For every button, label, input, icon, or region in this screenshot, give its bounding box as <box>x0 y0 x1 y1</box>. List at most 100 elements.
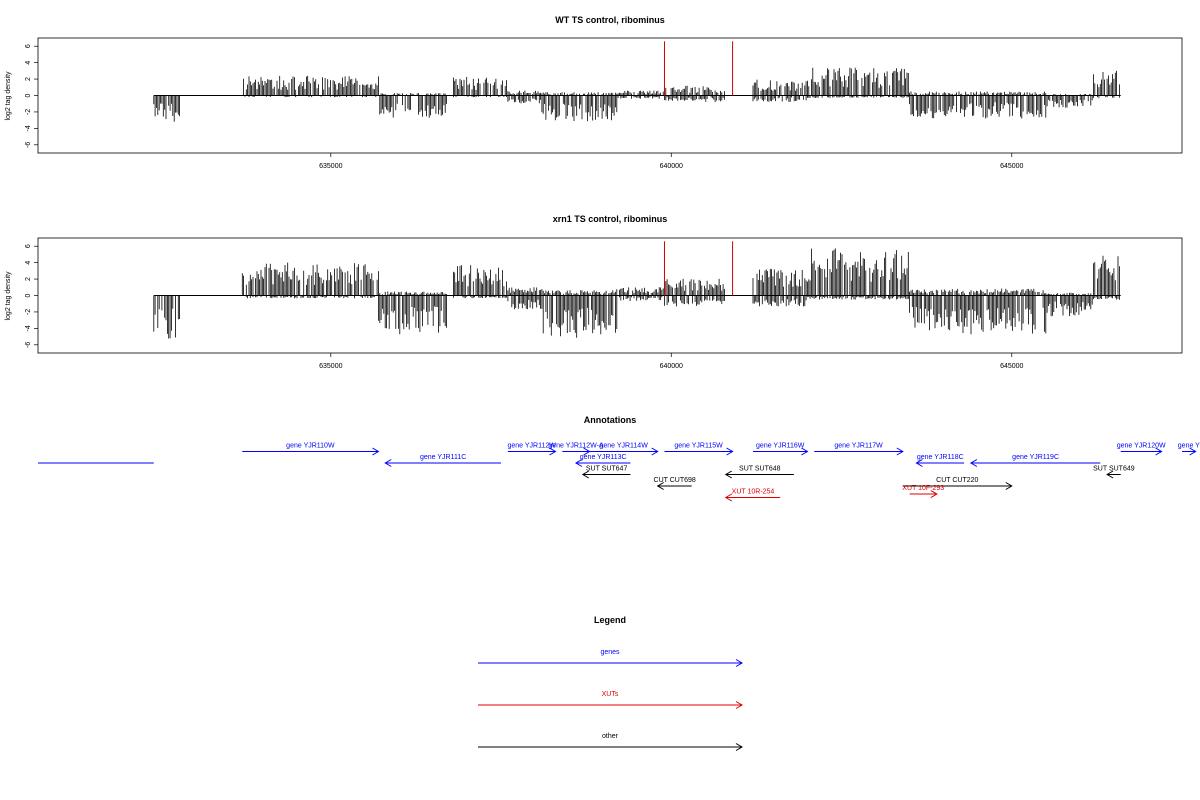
feature-label: SUT SUT648 <box>739 466 781 473</box>
legend-label: XUTs <box>602 691 619 698</box>
feature-label: gene YJR112W-A <box>548 443 604 450</box>
y-tick-label: 6 <box>25 44 32 48</box>
feature-gene-yjr120w: gene YJR120W <box>1117 443 1166 456</box>
panel-title: xrn1 TS control, ribominus <box>553 214 668 224</box>
arrow-head <box>915 459 923 467</box>
arrow-head <box>656 482 664 490</box>
y-tick-label: -2 <box>25 309 32 315</box>
feature-label: gene YJR120W <box>1117 443 1166 450</box>
arrow-head <box>1005 482 1013 490</box>
y-tick-label: -4 <box>25 325 32 331</box>
feature-gene-yjr117w: gene YJR117W <box>814 443 904 456</box>
y-tick-label: -6 <box>25 342 32 348</box>
feature-sut-sut647: SUT SUT647 <box>581 466 631 479</box>
positive-strand-bars <box>241 248 1120 296</box>
feature-xut-10f-293: XUT 10F-293 <box>902 485 944 498</box>
legend-item-xut: XUTs <box>478 691 743 709</box>
feature-gene-yjr111c: gene YJR111C <box>384 454 502 467</box>
feature-label: gene YJR114W <box>599 443 648 450</box>
y-tick-label: 4 <box>25 261 32 265</box>
feature-label: XUT 10F-293 <box>902 485 944 492</box>
y-tick-label: 6 <box>25 244 32 248</box>
arrow-head <box>735 743 743 751</box>
feature-gene-y: gene Y <box>1178 443 1200 456</box>
legend-item-gene: genes <box>478 649 743 667</box>
arrow-head <box>574 459 583 467</box>
arrow-head <box>1189 447 1197 456</box>
feature-gene-yjr112w: gene YJR112W <box>507 443 557 456</box>
feature-xut-10r-254: XUT 10R-254 <box>724 489 781 502</box>
negative-strand-bars <box>153 295 1120 339</box>
feature-gene-yjr118c: gene YJR118C <box>915 454 965 467</box>
arrow-head <box>583 447 591 456</box>
signal-bars <box>153 241 1121 339</box>
feature-label: SUT SUT649 <box>1093 466 1135 473</box>
arrow-head <box>384 459 392 467</box>
feature-sut-sut649: SUT SUT649 <box>1093 466 1135 479</box>
feature-label: gene YJR113C <box>580 454 627 461</box>
feature-label: CUT CUT698 <box>654 477 696 484</box>
feature-label: gene YJR112W <box>507 443 556 450</box>
x-ticks: 635000 640000 645000 <box>319 353 1024 370</box>
positive-strand-bars <box>243 67 1120 96</box>
panel-title: WT TS control, ribominus <box>555 15 665 25</box>
y-tick-label: 2 <box>25 277 32 281</box>
arrow-head <box>930 490 938 498</box>
x-tick-label: 635000 <box>319 363 342 370</box>
feature-label: gene YJR116W <box>756 443 805 450</box>
y-tick-label: 2 <box>25 77 32 81</box>
annotations-title: Annotations <box>584 415 637 425</box>
negative-strand-bars <box>153 95 1120 122</box>
feature-label: XUT 10R-254 <box>732 489 775 496</box>
y-tick-label: 0 <box>25 93 32 97</box>
arrow-head <box>735 701 743 709</box>
feature-sut-sut648: SUT SUT648 <box>724 466 794 479</box>
arrow-head <box>896 447 904 456</box>
feature-label: gene YJR110W <box>286 443 335 450</box>
y-tick-label: 0 <box>25 293 32 297</box>
arrow-head <box>724 493 733 502</box>
feature-gene-yjr115w: gene YJR115W <box>664 443 734 456</box>
signal-panel-xrn1: xrn1 TS control, ribominus log2 tag dens… <box>5 214 1183 370</box>
feature-gene-yjr116w: gene YJR116W <box>753 443 809 456</box>
x-tick-label: 640000 <box>660 363 683 370</box>
signal-panel-wt: WT TS control, ribominus log2 tag densit… <box>5 15 1183 170</box>
y-tick-label: -4 <box>25 125 32 131</box>
y-axis-label: log2 tag density <box>5 271 12 321</box>
feature-gene-yjr112w-a: gene YJR112W-A <box>548 443 604 456</box>
arrow-head <box>801 447 809 456</box>
feature-label: SUT SUT647 <box>586 466 628 473</box>
feature-label: gene YJR115W <box>674 443 723 450</box>
arrow-head <box>1155 447 1163 456</box>
y-ticks: 6 4 2 0 -2 -4 -6 <box>25 244 38 348</box>
x-tick-label: 645000 <box>1000 163 1023 170</box>
legend-label: other <box>602 733 619 740</box>
x-tick-label: 645000 <box>1000 363 1023 370</box>
feature-cut-cut220: CUT CUT220 <box>902 477 1013 490</box>
legend-title: Legend <box>594 615 626 625</box>
legend-item-other: other <box>478 733 743 751</box>
y-ticks: 6 4 2 0 -2 -4 -6 <box>25 44 38 148</box>
feature-gene-yjr114w: gene YJR114W <box>589 443 659 456</box>
feature-gene-yjr119c: gene YJR119C <box>969 454 1101 467</box>
x-tick-label: 640000 <box>660 163 683 170</box>
feature-gene-yjr110w: gene YJR110W <box>242 443 380 456</box>
y-tick-label: 4 <box>25 61 32 65</box>
arrow-head <box>726 447 734 456</box>
arrow-head <box>724 470 733 479</box>
feature-label: CUT CUT220 <box>936 477 978 484</box>
y-axis-label: log2 tag density <box>5 71 12 121</box>
signal-bars <box>153 41 1121 122</box>
feature-label: gene YJR111C <box>420 454 466 461</box>
legend-label: genes <box>600 649 620 656</box>
arrow-head <box>969 459 978 467</box>
arrow-head <box>1106 470 1114 479</box>
x-ticks: 635000 640000 645000 <box>319 153 1024 170</box>
annotations-track: Annotations gene YJR110W gene YJR111C gene… <box>38 415 1200 502</box>
arrow-head <box>549 447 557 456</box>
legend-items: genes XUTs other <box>478 649 743 751</box>
feature-label: gene Y <box>1178 443 1200 450</box>
feature-label: gene YJR119C <box>1012 454 1059 461</box>
y-tick-label: -6 <box>25 142 32 148</box>
